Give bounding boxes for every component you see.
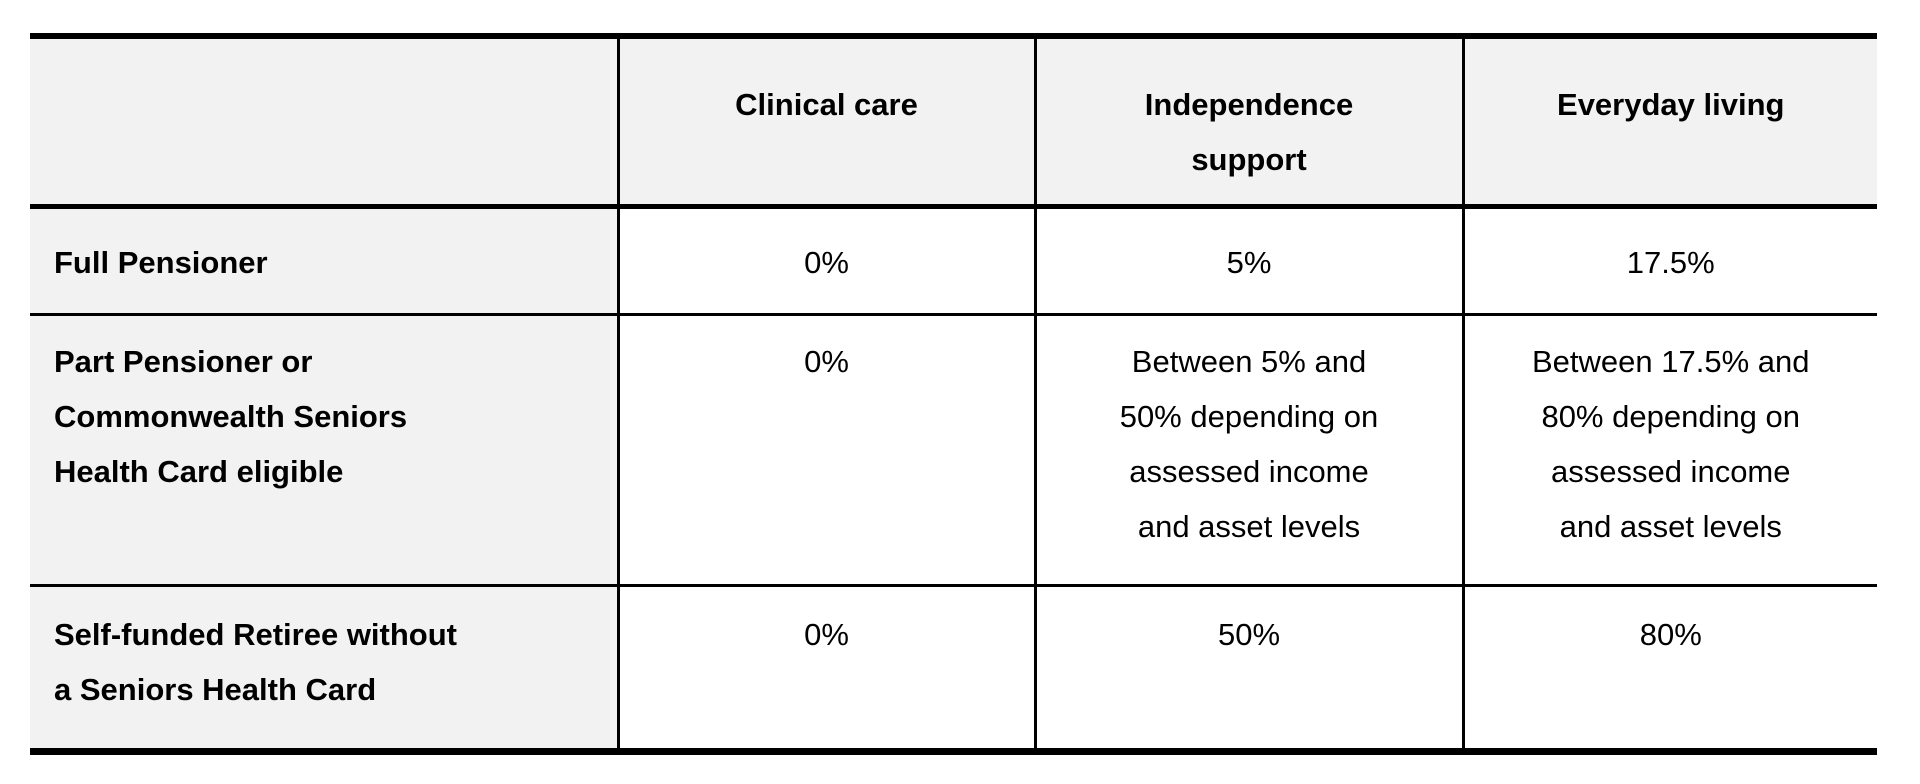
header-independence-support: Independence support	[1033, 36, 1463, 209]
cell-self-funded-retiree-everyday-living: 80%	[1461, 583, 1877, 751]
header-clinical-care: Clinical care	[616, 36, 1035, 209]
row-label-full-pensioner: Full Pensioner	[30, 206, 618, 314]
table-row-part-pensioner: Part Pensioner or Commonwealth Seniors H…	[30, 312, 1877, 585]
table-row-full-pensioner: Full Pensioner 0% 5% 17.5%	[30, 206, 1877, 314]
row-label-part-pensioner: Part Pensioner or Commonwealth Seniors H…	[30, 312, 618, 585]
contribution-rates-table: Clinical care Independence support Every…	[30, 33, 1877, 755]
cell-self-funded-retiree-clinical-care: 0%	[616, 583, 1035, 751]
cell-part-pensioner-clinical-care: 0%	[616, 312, 1035, 585]
cell-part-pensioner-independence-support: Between 5% and 50% depending on assessed…	[1033, 312, 1463, 585]
cell-full-pensioner-everyday-living: 17.5%	[1461, 206, 1877, 314]
header-corner-cell	[30, 36, 618, 209]
cell-full-pensioner-independence-support: 5%	[1033, 206, 1463, 314]
header-row: Clinical care Independence support Every…	[30, 36, 1877, 209]
header-everyday-living: Everyday living	[1461, 36, 1877, 209]
cell-full-pensioner-clinical-care: 0%	[616, 206, 1035, 314]
row-label-self-funded-retiree: Self-funded Retiree without a Seniors He…	[30, 583, 618, 751]
cell-part-pensioner-everyday-living: Between 17.5% and 80% depending on asses…	[1461, 312, 1877, 585]
cell-self-funded-retiree-independence-support: 50%	[1033, 583, 1463, 751]
table-row-self-funded-retiree: Self-funded Retiree without a Seniors He…	[30, 583, 1877, 751]
